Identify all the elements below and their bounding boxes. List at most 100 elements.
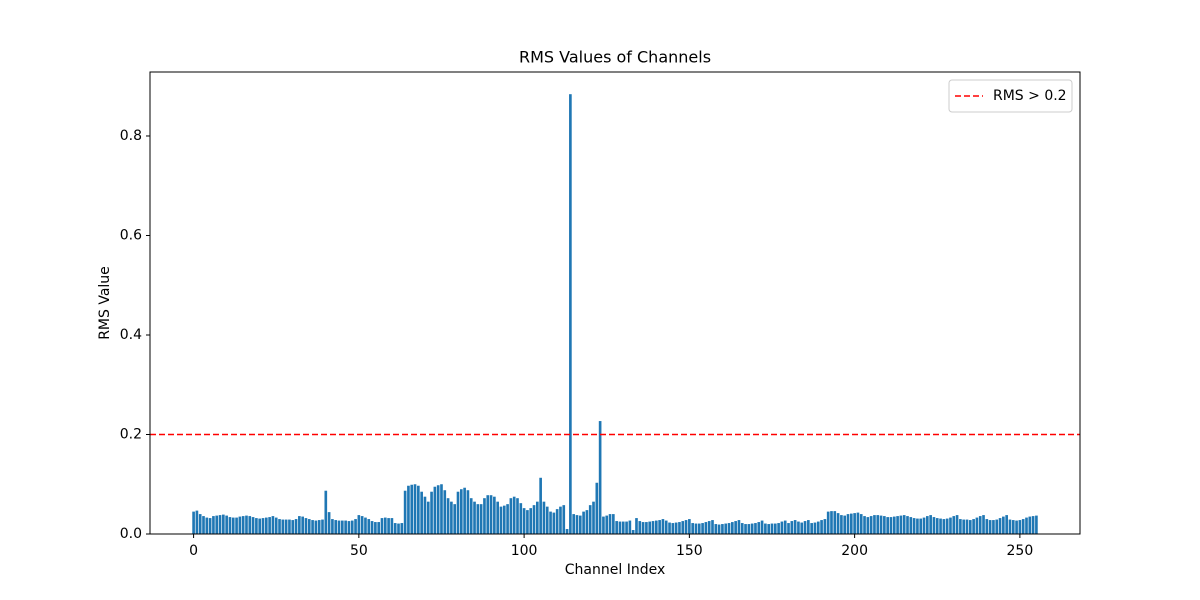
bar bbox=[344, 520, 347, 534]
bar bbox=[859, 514, 863, 534]
bar bbox=[496, 501, 499, 534]
bar bbox=[787, 523, 790, 534]
bar bbox=[483, 498, 486, 534]
bar bbox=[919, 518, 923, 534]
bar bbox=[268, 517, 271, 534]
bar bbox=[347, 521, 351, 534]
bar bbox=[423, 496, 427, 534]
bar bbox=[674, 522, 678, 534]
bar bbox=[612, 514, 615, 534]
bar bbox=[311, 520, 314, 534]
bar bbox=[764, 523, 767, 534]
bar bbox=[443, 490, 447, 534]
bar bbox=[565, 529, 569, 534]
bar bbox=[192, 511, 195, 534]
bar bbox=[380, 518, 384, 534]
bar bbox=[542, 501, 546, 534]
bar bbox=[377, 522, 381, 534]
bar bbox=[701, 523, 704, 534]
bar bbox=[195, 510, 199, 534]
chart-title: RMS Values of Channels bbox=[519, 48, 711, 67]
bar bbox=[879, 515, 883, 534]
bar bbox=[522, 508, 526, 534]
bar bbox=[288, 519, 291, 534]
bar bbox=[208, 518, 212, 534]
bar bbox=[628, 520, 632, 534]
bar bbox=[982, 515, 985, 534]
bar bbox=[1021, 519, 1025, 534]
bar bbox=[393, 523, 397, 534]
bar bbox=[559, 506, 562, 534]
bar bbox=[810, 523, 813, 534]
bar bbox=[370, 521, 374, 534]
bar bbox=[549, 511, 552, 534]
bar bbox=[625, 521, 628, 534]
bar bbox=[212, 516, 215, 534]
bar bbox=[965, 519, 969, 534]
bar bbox=[261, 518, 265, 534]
y-axis-label: RMS Value bbox=[97, 266, 113, 340]
bar bbox=[304, 518, 308, 534]
bar bbox=[988, 520, 992, 534]
bar bbox=[205, 517, 209, 534]
bar bbox=[856, 512, 860, 534]
bar bbox=[298, 516, 301, 534]
bar bbox=[588, 505, 592, 534]
bar bbox=[648, 521, 652, 534]
bar bbox=[463, 487, 466, 534]
bar bbox=[337, 520, 341, 534]
bar bbox=[654, 520, 658, 534]
bar bbox=[869, 516, 873, 534]
bar bbox=[661, 519, 665, 534]
bar bbox=[228, 517, 232, 534]
bar bbox=[638, 521, 642, 534]
bar bbox=[198, 514, 202, 534]
bar bbox=[278, 519, 281, 534]
bar bbox=[731, 522, 734, 534]
bar bbox=[902, 515, 906, 534]
bar bbox=[436, 485, 440, 534]
bar bbox=[777, 523, 780, 534]
bar bbox=[935, 518, 939, 534]
bar bbox=[972, 519, 975, 534]
bar bbox=[836, 513, 840, 534]
bar bbox=[446, 498, 450, 534]
bar bbox=[889, 517, 893, 534]
bar bbox=[400, 523, 404, 534]
bar bbox=[215, 515, 219, 534]
bar bbox=[800, 522, 804, 534]
bar bbox=[602, 516, 605, 534]
bar bbox=[258, 518, 262, 534]
bar bbox=[578, 515, 582, 534]
y-tick-label: 0.0 bbox=[120, 526, 142, 542]
bar bbox=[433, 486, 437, 534]
bar bbox=[529, 508, 533, 534]
bar bbox=[694, 523, 698, 534]
bar bbox=[321, 519, 324, 534]
bar bbox=[846, 514, 850, 534]
bar bbox=[757, 522, 761, 534]
bar bbox=[886, 517, 889, 534]
bar bbox=[459, 489, 463, 534]
bar bbox=[714, 524, 718, 534]
bar bbox=[1025, 517, 1028, 534]
bar bbox=[826, 511, 830, 534]
bar bbox=[896, 516, 899, 534]
bar bbox=[506, 504, 509, 534]
bar bbox=[912, 518, 916, 534]
bar bbox=[512, 496, 516, 534]
bar bbox=[585, 510, 589, 534]
bar bbox=[707, 521, 711, 534]
bar bbox=[813, 522, 817, 534]
bar bbox=[334, 520, 338, 534]
bar bbox=[803, 521, 807, 534]
bar bbox=[621, 521, 625, 534]
bar bbox=[598, 421, 602, 534]
bar bbox=[383, 517, 387, 534]
bar bbox=[202, 516, 205, 534]
bar bbox=[740, 523, 744, 534]
bar bbox=[509, 498, 513, 534]
bar bbox=[251, 517, 255, 534]
y-tick-label: 0.6 bbox=[120, 227, 142, 243]
bar bbox=[238, 516, 242, 534]
